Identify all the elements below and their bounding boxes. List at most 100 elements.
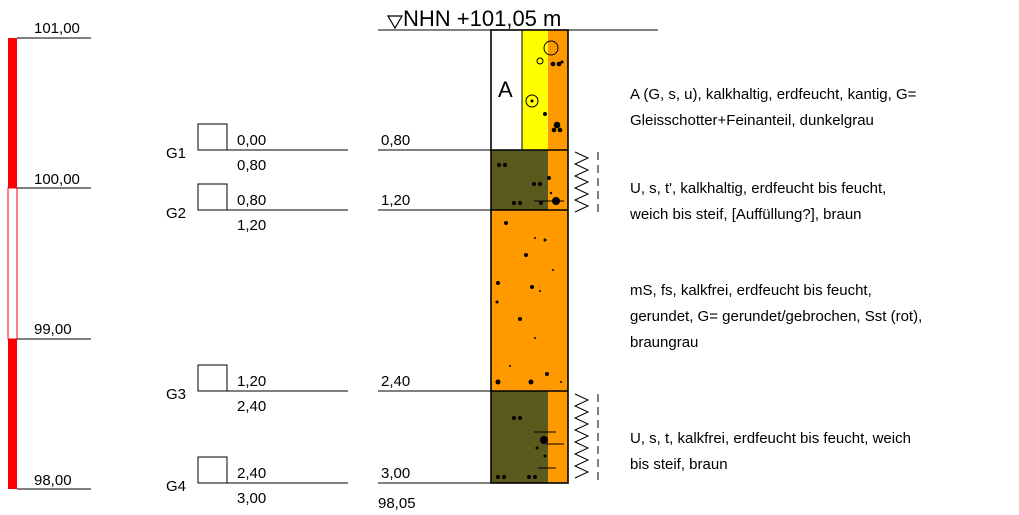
gravel-dot-icon — [550, 61, 556, 67]
page-title: NHN +101,05 m — [403, 6, 561, 31]
soil-dot-icon — [533, 475, 537, 479]
layer-label: A — [498, 77, 513, 102]
gravel-dot-icon — [543, 112, 547, 116]
soil-dot-icon — [535, 446, 539, 450]
scale-bar-segment-1 — [8, 38, 17, 188]
depth-label: 0,80 — [381, 132, 410, 149]
zigzag-icon — [573, 393, 590, 479]
soil-dot-icon — [497, 163, 501, 167]
consistency-symbol-upper — [573, 151, 599, 213]
gravel-dot-icon — [551, 127, 557, 133]
soil-dot-icon — [512, 201, 516, 205]
depth-label: 2,40 — [381, 373, 410, 390]
gravel-dot-icon — [530, 99, 534, 103]
soil-dot-icon — [538, 182, 542, 186]
sample-g4: G4 2,40 3,00 — [166, 456, 348, 507]
soil-dot-icon — [502, 475, 506, 479]
layer-4-description-line: U, s, t, kalkfrei, erdfeucht bis feucht,… — [630, 430, 911, 447]
gravel-dot-icon — [553, 121, 561, 129]
layer-fill-olive — [491, 391, 548, 483]
soil-dot-icon — [503, 163, 507, 167]
soil-dot-icon — [527, 475, 531, 479]
column-outline — [490, 29, 569, 484]
sand-dot-icon — [495, 379, 501, 385]
sand-dot-icon — [545, 372, 549, 376]
scale-bar-segment-3 — [8, 339, 17, 489]
sand-dot-icon — [543, 238, 547, 242]
consistency-symbol-lower — [573, 393, 599, 480]
layer-fill-yellow — [522, 30, 548, 150]
soil-dot-icon — [540, 436, 548, 444]
sand-dot-icon — [534, 337, 536, 339]
scale-label: 99,00 — [34, 321, 72, 338]
sample-g3: G3 1,20 2,40 — [166, 364, 348, 415]
layer-2 — [491, 150, 568, 210]
layer-4 — [491, 391, 568, 483]
sample-name: G1 — [166, 145, 186, 162]
sample-name: G4 — [166, 478, 186, 495]
sample-box — [197, 456, 228, 484]
sand-dot-icon — [560, 381, 562, 383]
soil-dot-icon — [539, 201, 543, 205]
zigzag-icon — [573, 151, 590, 213]
soil-dot-icon — [532, 182, 536, 186]
base-elevation-label: 98,05 — [378, 495, 416, 512]
elevation-scale: 101,00 100,00 99,00 98,00 — [7, 20, 91, 490]
depth-label: 3,00 — [381, 465, 410, 482]
layer-1-description-line: Gleisschotter+Feinanteil, dunkelgrau — [630, 112, 874, 129]
water-level-triangle-icon — [386, 15, 404, 30]
scale-label: 98,00 — [34, 472, 72, 489]
soil-dot-icon — [543, 454, 547, 458]
layer-fill-olive — [491, 150, 548, 210]
gravel-dot-icon — [557, 127, 563, 133]
gravel-circle-icon — [536, 57, 544, 65]
scale-bar-segment-2 — [7, 187, 18, 340]
layer-2-description-line: U, s, t', kalkhaltig, erdfeucht bis feuc… — [630, 180, 886, 197]
sample-box — [197, 123, 228, 151]
gravel-circle-icon — [525, 94, 539, 108]
sample-g1: G1 0,00 0,80 — [166, 123, 348, 174]
sand-dot-icon — [509, 365, 511, 367]
sample-box — [197, 364, 228, 392]
layer-1-description-line: A (G, s, u), kalkhaltig, erdfeucht, kant… — [630, 86, 917, 103]
soil-dot-icon — [549, 191, 553, 195]
layer-3-description-line: gerundet, G= gerundet/gebrochen, Sst (ro… — [630, 308, 922, 325]
sand-dot-icon — [504, 221, 508, 225]
depth-markers: 0,80 1,20 2,40 3,00 98,05 — [378, 29, 658, 512]
layer-fill-white — [491, 30, 522, 150]
sample-name: G3 — [166, 386, 186, 403]
layer-descriptions: A (G, s, u), kalkhaltig, erdfeucht, kant… — [629, 86, 922, 473]
sand-dot-icon — [534, 237, 536, 239]
layer-3-description-line: braungrau — [630, 334, 698, 351]
header: NHN +101,05 m — [386, 6, 561, 31]
sample-top-depth: 1,20 — [237, 373, 266, 390]
soil-dot-icon — [518, 201, 522, 205]
sand-dot-icon — [518, 317, 522, 321]
soil-dot-icon — [547, 176, 551, 180]
layer-fill-orange — [548, 150, 568, 210]
layer-3 — [491, 210, 568, 391]
depth-label: 1,20 — [381, 192, 410, 209]
sand-dot-icon — [539, 290, 541, 292]
scale-label: 101,00 — [34, 20, 80, 37]
sample-name: G2 — [166, 205, 186, 222]
scale-label: 100,00 — [34, 171, 80, 188]
soil-dot-icon — [496, 475, 500, 479]
sample-bottom-depth: 1,20 — [237, 217, 266, 234]
sample-top-depth: 0,00 — [237, 132, 266, 149]
sample-top-depth: 0,80 — [237, 192, 266, 209]
sample-top-depth: 2,40 — [237, 465, 266, 482]
layer-4-description-line: bis steif, braun — [630, 456, 728, 473]
soil-dot-icon — [518, 416, 522, 420]
gravel-circle-icon — [543, 40, 559, 56]
layer-3-description-line: mS, fs, kalkfrei, erdfeucht bis feucht, — [630, 282, 872, 299]
soil-dot-icon — [512, 416, 516, 420]
layer-1: A — [491, 30, 568, 150]
sample-list: G1 0,00 0,80 G2 0,80 1,20 G3 1,20 2,40 G… — [166, 123, 348, 507]
sample-bottom-depth: 0,80 — [237, 157, 266, 174]
layer-2-description-line: weich bis steif, [Auffüllung?], braun — [629, 206, 862, 223]
sand-dot-icon — [495, 300, 499, 304]
sand-dot-icon — [496, 281, 500, 285]
layer-fill-orange — [491, 210, 568, 391]
